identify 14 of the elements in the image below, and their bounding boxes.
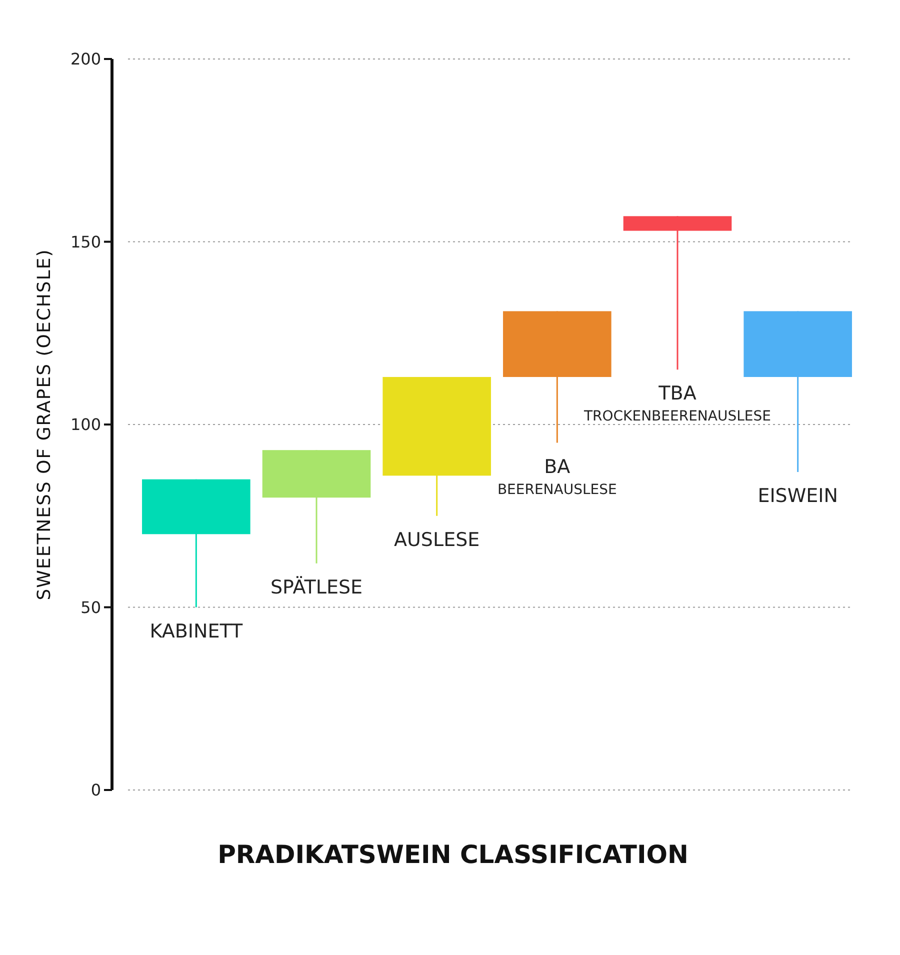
- x-tick-label: SPÄTLESE: [270, 575, 363, 598]
- x-tick-label: TBA TROCKENBEERENAUSLESE: [582, 382, 772, 425]
- candlestick: [623, 215, 732, 370]
- x-tick-label: AUSLESE: [394, 528, 480, 551]
- y-tick-label: 200: [70, 50, 101, 69]
- y-tick-label: 100: [70, 415, 101, 434]
- y-tick-label: 0: [90, 780, 101, 800]
- x-tick-label: KABINETT: [150, 620, 243, 642]
- text: PRADIKATSWEIN CLASSIFICATION: [218, 840, 688, 869]
- x-tick-label: EISWEIN: [758, 485, 838, 508]
- x-tick-label: BA BEERENAUSLESE: [497, 456, 617, 498]
- y-tick-label: 50: [80, 598, 101, 617]
- y-tick-label: 150: [70, 232, 101, 252]
- y-axis-title: SWEETNESS OF GRAPES (OECHSLE): [34, 248, 55, 600]
